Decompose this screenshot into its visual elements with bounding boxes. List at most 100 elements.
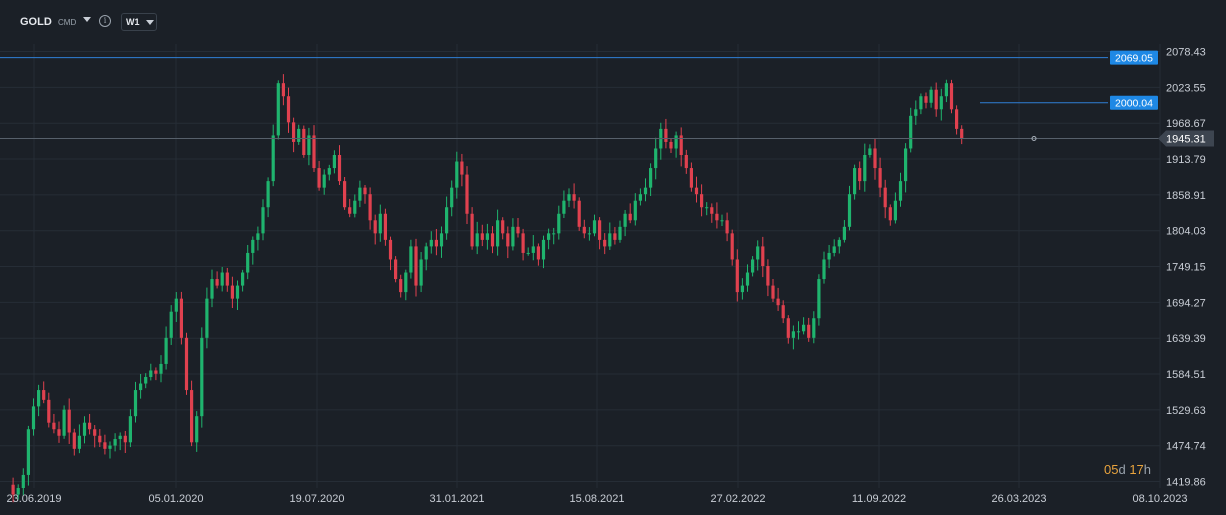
candle-body (281, 83, 285, 97)
candle-body (210, 279, 214, 299)
candle-body (149, 370, 153, 377)
candle-body (297, 128, 301, 142)
candle-body (82, 422, 87, 436)
candle-body (77, 435, 81, 449)
candle-body (445, 207, 449, 234)
y-tick-label: 1913.79 (1166, 154, 1206, 166)
candle-body (327, 168, 331, 175)
candle-body (465, 174, 469, 214)
candle-body (343, 181, 347, 208)
candle-body (123, 435, 127, 443)
candle-body (164, 337, 168, 364)
candle-body (557, 213, 561, 234)
candle-body (72, 432, 76, 449)
candle-body (439, 233, 444, 247)
candle-body (572, 194, 576, 201)
candle-body (501, 220, 505, 234)
candle-body (781, 305, 785, 319)
candle-body (271, 135, 275, 182)
candle-body (674, 135, 678, 149)
countdown-hours: 17 (1129, 462, 1144, 477)
candle-body (93, 429, 97, 436)
candle-body (118, 435, 122, 440)
candle-body (745, 272, 750, 286)
candle-body (26, 429, 30, 475)
candle-body (955, 109, 959, 129)
candle-body (914, 109, 918, 116)
candle-body (215, 279, 219, 286)
countdown-hours-unit: h (1143, 462, 1152, 477)
candle-body (628, 213, 632, 221)
candle-body (791, 331, 795, 338)
candle-body (587, 233, 591, 235)
candle-body (511, 226, 515, 247)
candle-body (700, 194, 704, 208)
exchange-label[interactable]: CMD (58, 18, 77, 27)
candle-body (21, 474, 25, 488)
candle-body (450, 187, 454, 208)
candle-body (256, 233, 260, 240)
candle-body (368, 194, 372, 221)
candle-body (98, 435, 102, 443)
candle-body (868, 148, 872, 155)
timeframe-select[interactable]: W1 (121, 13, 157, 31)
candle-body (710, 207, 714, 214)
candle-body (353, 200, 357, 214)
candle-body (842, 226, 846, 240)
candle-body (638, 194, 642, 201)
y-tick-label: 1419.86 (1166, 477, 1206, 489)
candle-body (756, 246, 760, 260)
candle-body (832, 246, 836, 253)
candle-body (475, 233, 479, 247)
candle-body (139, 383, 143, 391)
candle-body (159, 363, 163, 374)
candle-body (108, 445, 112, 449)
candle-body (225, 272, 229, 286)
candle-body (567, 194, 571, 201)
candle-body (929, 89, 933, 103)
y-tick-label: 1858.91 (1166, 190, 1206, 202)
candle-body (562, 200, 566, 214)
candle-body (618, 226, 622, 240)
candle-body (603, 239, 607, 247)
candle-body (613, 233, 617, 240)
x-tick-label: 23.06.2019 (6, 493, 61, 505)
last-price-marker (1031, 135, 1037, 141)
candle-body (144, 377, 148, 384)
candle-body (200, 337, 204, 417)
candle-body (751, 259, 755, 273)
price-level-tag (1110, 95, 1158, 110)
candle-body (404, 272, 408, 293)
candle-body (822, 259, 826, 280)
candle-body (312, 135, 316, 169)
candle-body (679, 135, 683, 155)
symbol-label[interactable]: GOLD (20, 16, 52, 28)
candle-body (766, 266, 770, 286)
candle-body (664, 128, 668, 142)
y-tick-label: 1968.67 (1166, 118, 1206, 130)
candle-body (883, 187, 887, 208)
candle-body (949, 83, 954, 110)
candle-body (235, 285, 240, 299)
candle-body (817, 279, 821, 319)
candle-body (266, 181, 270, 208)
x-tick-label: 11.09.2022 (852, 493, 906, 505)
candle-body (373, 220, 377, 234)
candle-body (42, 390, 46, 400)
candle-body (179, 298, 183, 338)
candle-body (689, 168, 693, 188)
candle-body (720, 220, 724, 222)
candle-body (526, 252, 530, 254)
y-tick-label: 1694.27 (1166, 297, 1206, 309)
symbol-dropdown-icon[interactable] (83, 17, 91, 22)
candle-body (16, 488, 20, 495)
candle-body (251, 239, 255, 253)
candle-body (521, 233, 525, 253)
candle-body (190, 390, 194, 443)
info-icon[interactable]: i (99, 15, 111, 27)
candle-body (598, 220, 602, 240)
y-tick-label: 1639.39 (1166, 333, 1206, 345)
y-tick-label: 1474.74 (1166, 441, 1206, 453)
bar-countdown: 05d 17h (1104, 462, 1151, 477)
